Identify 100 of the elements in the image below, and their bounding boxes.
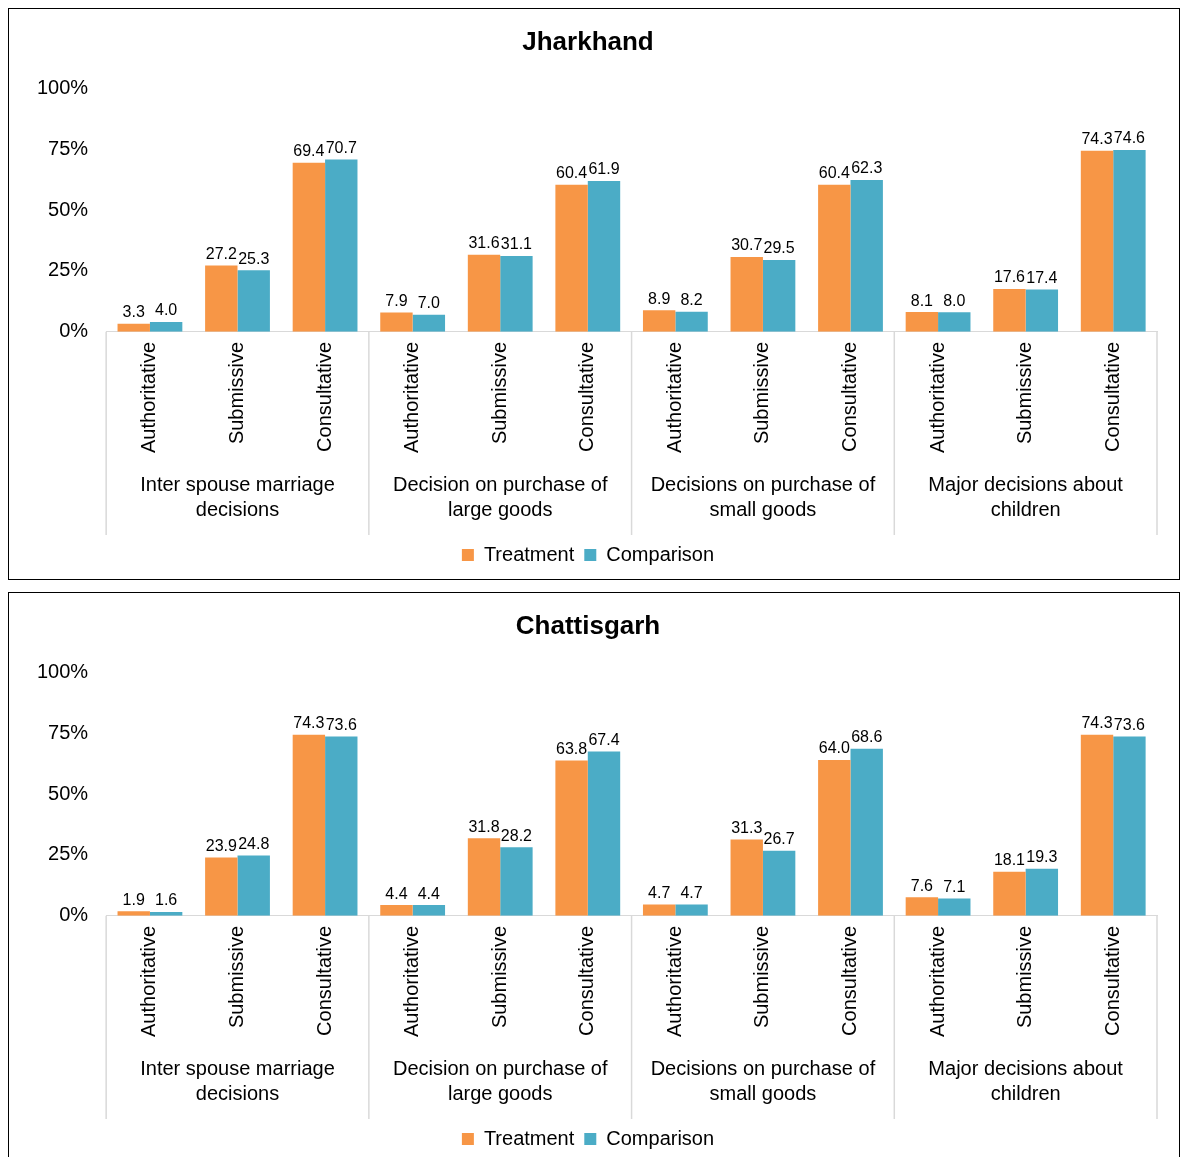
legend-label: Comparison (606, 1126, 715, 1149)
x-tick-label: Consultative (575, 341, 598, 452)
data-label: 31.8 (468, 817, 500, 835)
x-tick-label: Submissive (1013, 341, 1036, 445)
data-label: 19.3 (1026, 848, 1058, 866)
bar (850, 180, 883, 332)
text: Decisions on purchase of small goods (650, 1056, 876, 1104)
legend-label: Treatment (483, 1126, 575, 1149)
x-tick-label: Submissive (487, 341, 510, 445)
data-label: 8.9 (648, 289, 671, 307)
data-label: 4.7 (680, 883, 703, 901)
bar (325, 736, 358, 916)
bar (149, 322, 183, 332)
data-label: 64.0 (818, 739, 850, 757)
bar (642, 310, 676, 332)
x-tick-label: Authoritative (662, 925, 685, 1037)
data-label: 8.0 (943, 291, 966, 309)
text: Decision on purchase of large goods (392, 1056, 608, 1104)
x-tick-label: Authoritative (137, 925, 160, 1037)
data-label: 7.1 (943, 877, 966, 895)
x-tick-label: Authoritative (137, 341, 160, 453)
bar (993, 871, 1026, 916)
y-tick-label: 25% (48, 258, 89, 281)
bar (467, 838, 501, 916)
data-label: 31.3 (731, 818, 763, 836)
bar (587, 181, 621, 332)
data-label: 25.3 (238, 249, 270, 267)
bar (237, 270, 270, 332)
y-tick-label: 25% (48, 842, 89, 865)
x-tick-label: Consultative (838, 341, 861, 452)
text: Decisions on purchase of small goods (650, 472, 876, 520)
bar (1025, 289, 1059, 332)
bar (1025, 868, 1059, 916)
data-label: 73.6 (325, 715, 357, 733)
bar (1113, 736, 1146, 916)
data-label: 17.6 (993, 268, 1026, 286)
bar (818, 184, 851, 332)
chart-title: Chattisgarh (515, 609, 661, 640)
bar (675, 311, 708, 332)
data-label: 7.0 (417, 294, 441, 312)
data-label: 30.7 (731, 236, 763, 254)
bar (292, 734, 326, 916)
x-tick-label: Consultative (575, 925, 598, 1036)
bar (587, 751, 621, 916)
data-label: 4.4 (417, 884, 441, 902)
bar (412, 905, 446, 916)
bar (642, 904, 676, 916)
y-tick-label: 100% (37, 75, 89, 98)
data-label: 74.6 (1113, 129, 1146, 147)
bar (850, 748, 883, 916)
bar (500, 256, 533, 332)
data-label: 18.1 (993, 851, 1026, 869)
bar (467, 254, 501, 332)
data-label: 28.2 (500, 826, 533, 844)
bar (818, 759, 851, 916)
data-label: 1.9 (122, 890, 145, 908)
bar (762, 259, 796, 332)
bar (292, 162, 326, 332)
bar (205, 857, 238, 916)
data-label: 68.6 (851, 728, 883, 746)
data-label: 67.4 (588, 731, 620, 749)
text: Inter spouse marriage decisions (140, 1056, 335, 1104)
legend-label: Treatment (483, 542, 575, 565)
x-tick-label: Submissive (750, 341, 773, 445)
x-tick-label: Consultative (312, 925, 335, 1036)
legend-label: Comparison (606, 542, 715, 565)
data-label: 31.6 (468, 234, 500, 252)
bar (1080, 150, 1114, 332)
bar (555, 760, 588, 916)
x-tick-label: Authoritative (400, 925, 423, 1037)
data-label: 62.3 (851, 159, 883, 177)
x-tick-label: Authoritative (925, 341, 948, 453)
data-label: 4.0 (155, 301, 178, 319)
bar (730, 839, 763, 916)
bar (730, 257, 763, 332)
y-tick-label: 0% (59, 319, 89, 342)
data-label: 24.8 (238, 834, 270, 852)
data-label: 4.4 (385, 884, 408, 902)
x-tick-label: Consultative (1100, 925, 1123, 1036)
x-tick-label: Authoritative (662, 341, 685, 453)
data-label: 27.2 (205, 244, 237, 262)
data-label: 74.3 (1081, 714, 1113, 732)
data-label: 74.3 (293, 714, 325, 732)
x-tick-label: Submissive (487, 925, 510, 1029)
x-tick-label: Consultative (312, 341, 335, 452)
bar (325, 159, 358, 332)
y-tick-label: 75% (48, 136, 89, 159)
x-tick-label: Submissive (225, 341, 248, 445)
x-tick-label: Submissive (225, 925, 248, 1029)
bar (237, 855, 270, 916)
bar (993, 288, 1026, 332)
bar (380, 905, 413, 916)
data-label: 8.2 (680, 291, 703, 309)
x-tick-label: Authoritative (925, 925, 948, 1037)
data-label: 61.9 (588, 160, 620, 178)
data-label: 8.1 (910, 291, 934, 309)
bar (1080, 734, 1114, 916)
y-tick-label: 50% (48, 781, 89, 804)
data-label: 70.7 (325, 138, 357, 156)
chart-title: Jharkhand (522, 25, 654, 56)
